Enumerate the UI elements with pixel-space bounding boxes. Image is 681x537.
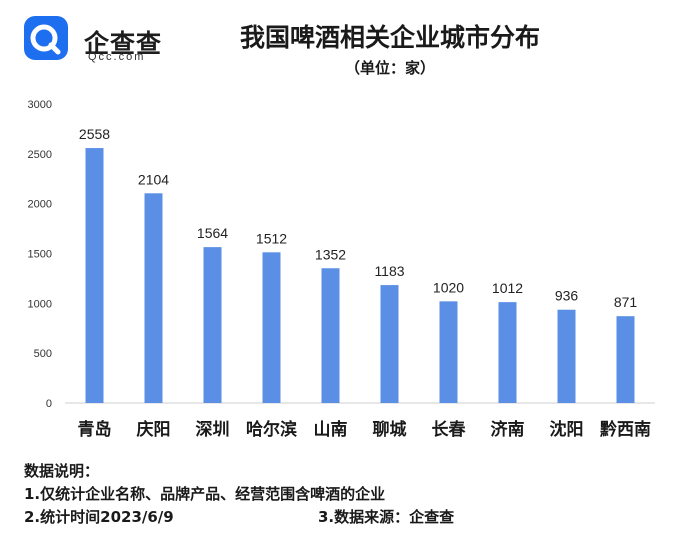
x-tick-label: 济南 (491, 419, 525, 440)
x-tick-label: 哈尔滨 (246, 419, 297, 440)
bar (321, 268, 340, 403)
x-tick-label: 深圳 (196, 419, 230, 440)
x-tick-label: 聊城 (373, 419, 407, 440)
y-tick-label: 2000 (28, 199, 52, 211)
logo-name: 企查查 (84, 29, 163, 58)
y-tick-label: 500 (34, 348, 52, 360)
note-date: 2.统计时间2023/6/9 (24, 508, 174, 526)
bars-group (85, 148, 635, 403)
bar (557, 309, 576, 403)
logo-domain: Qcc.com (88, 51, 146, 63)
x-tick-label: 长春 (432, 419, 466, 440)
bar-value-label: 2104 (138, 171, 169, 187)
bar-value-label: 1352 (315, 246, 346, 262)
bar (380, 285, 399, 403)
bar-value-label: 2558 (79, 126, 110, 142)
notes-heading: 数据说明： (24, 462, 100, 480)
bar-value-label: 1012 (492, 280, 523, 296)
data-notes: 数据说明： 1.仅统计企业名称、品牌产品、经营范围含啤酒的企业 2.统计时间20… (24, 460, 385, 529)
bar (262, 252, 281, 403)
bar-value-label: 1512 (256, 230, 287, 246)
bar (144, 193, 163, 403)
bar-value-label: 1020 (433, 279, 464, 295)
x-tick-label: 黔西南 (600, 419, 651, 440)
bar-value-label: 1183 (374, 263, 404, 279)
note-scope: 1.仅统计企业名称、品牌产品、经营范围含啤酒的企业 (24, 485, 386, 503)
brand-logo: 企查查 Qcc.com (22, 14, 182, 63)
bar (498, 302, 517, 403)
y-tick-label: 3000 (28, 99, 52, 111)
bar-value-label: 871 (614, 294, 638, 310)
y-axis: 0 500 1000 1500 2000 2500 3000 (28, 99, 52, 410)
bar-chart: 0 500 1000 1500 2000 2500 3000 2558 2104 1564 151… (28, 99, 655, 440)
bar (85, 148, 104, 403)
x-axis-labels: 青岛 庆阳 深圳 哈尔滨 山南 聊城 长春 济南 沈阳 黔西南 (78, 419, 652, 440)
x-tick-label: 庆阳 (137, 419, 171, 440)
bar (439, 301, 458, 403)
y-tick-label: 1000 (28, 298, 52, 310)
bar-value-label: 1564 (197, 225, 228, 241)
y-tick-label: 1500 (28, 249, 52, 261)
bar-value-label: 936 (555, 288, 579, 304)
chart-subtitle: （单位：家） (344, 59, 435, 77)
note-source: 3.数据来源：企查查 (318, 508, 455, 526)
x-tick-label: 青岛 (78, 419, 112, 440)
x-tick-label: 山南 (314, 419, 348, 440)
bar (616, 316, 635, 403)
qcc-logo-icon (24, 16, 68, 60)
y-tick-label: 0 (46, 398, 52, 410)
bar (203, 247, 222, 403)
chart-title: 我国啤酒相关企业城市分布 (239, 23, 540, 52)
value-labels-group: 2558 2104 1564 1512 1352 1183 1020 1012 936 871 (79, 126, 637, 310)
y-tick-label: 2500 (28, 149, 52, 161)
x-tick-label: 沈阳 (550, 419, 584, 440)
